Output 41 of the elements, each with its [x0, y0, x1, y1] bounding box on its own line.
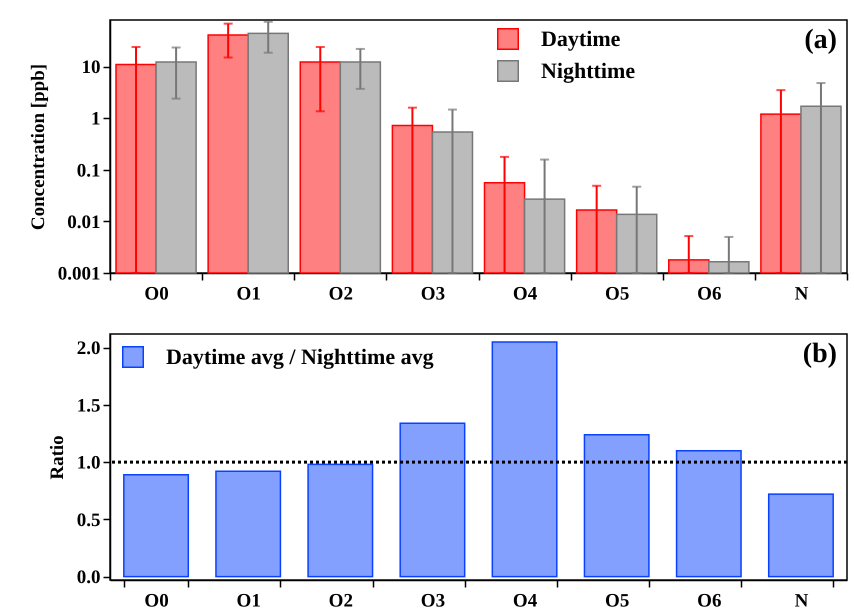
x-tick-label: O1 — [236, 590, 261, 612]
x-tick-label: O5 — [605, 590, 630, 612]
y-tick-label: 0.0 — [76, 567, 100, 588]
x-tick-label: O5 — [605, 284, 630, 304]
y-tick-label: 2.0 — [76, 338, 100, 360]
x-tick-label: O6 — [697, 284, 722, 304]
x-tick-label: O1 — [236, 284, 261, 304]
y-tick-label: 0.01 — [67, 212, 100, 233]
y-tick-label: 0.1 — [76, 160, 100, 182]
annotation: (a) — [804, 24, 837, 55]
bar — [584, 434, 650, 578]
bar — [307, 464, 374, 578]
x-tick-label: N — [794, 284, 809, 304]
x-tick-label: O3 — [420, 284, 446, 304]
y-tick-label: 1 — [91, 108, 100, 130]
x-tick-label: O0 — [144, 284, 169, 304]
x-tick-label: O4 — [512, 284, 538, 304]
bar — [768, 493, 834, 578]
y-tick-label: 0.5 — [76, 510, 100, 531]
y-axis-title: Concentration [ppb] — [28, 64, 49, 230]
y-tick-label: 0.001 — [58, 264, 100, 284]
x-tick-label: O2 — [328, 590, 353, 612]
x-tick-label: O3 — [420, 590, 446, 612]
legend-label: Daytime — [541, 26, 621, 51]
y-tick-label: 1.5 — [76, 395, 100, 416]
annotation: (b) — [802, 338, 837, 369]
bar — [123, 474, 190, 578]
y-tick-label: 1.0 — [76, 452, 100, 474]
y-tick-label: 10 — [82, 57, 100, 78]
bar — [676, 450, 742, 578]
y-axis-title: Ratio — [46, 435, 68, 480]
bar — [399, 422, 466, 578]
bar — [215, 470, 282, 578]
bar — [492, 341, 558, 578]
x-tick-label: O0 — [144, 590, 169, 612]
x-tick-label: O6 — [697, 590, 722, 612]
legend-label: Nighttime — [541, 58, 636, 83]
legend-label: Daytime avg / Nighttime avg — [166, 344, 434, 369]
x-tick-label: O4 — [512, 590, 538, 612]
x-tick-label: O2 — [328, 284, 353, 304]
x-tick-label: N — [794, 590, 809, 612]
